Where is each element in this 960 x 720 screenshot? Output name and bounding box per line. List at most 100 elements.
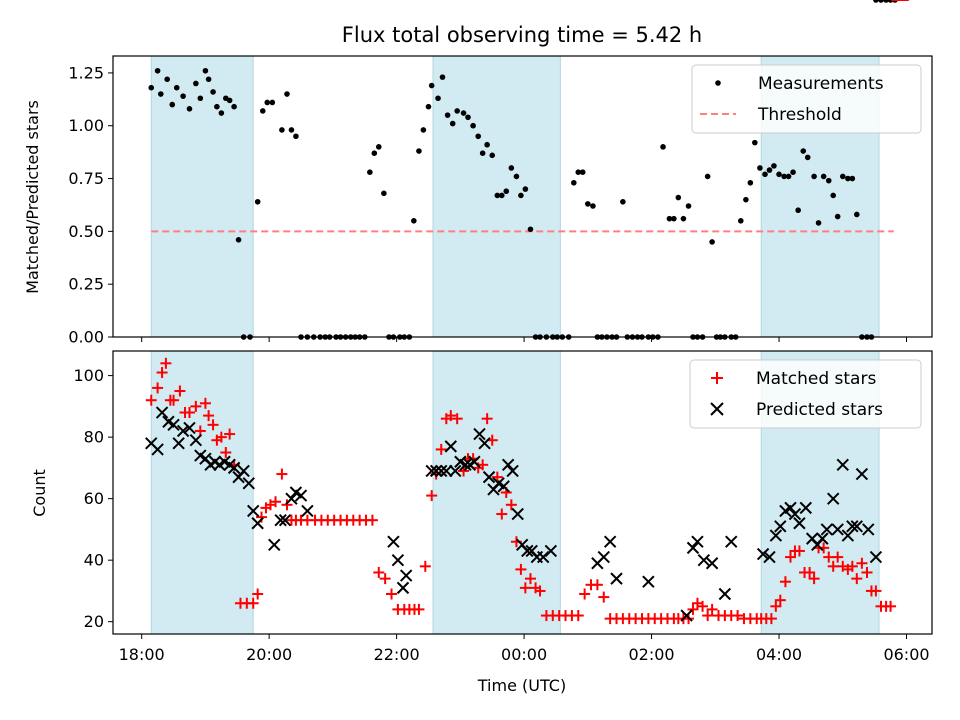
matched-star-point (156, 367, 168, 379)
matched-star-point (808, 573, 820, 585)
matched-star-point (524, 573, 536, 585)
measurement-point (513, 173, 520, 180)
predicted-star-point (274, 513, 287, 527)
predicted-star-point (399, 569, 413, 582)
predicted-star-point (468, 455, 481, 468)
xtick-label: 06:00 (883, 645, 929, 664)
measurement-point (367, 169, 373, 176)
measurement-point (259, 108, 266, 114)
predicted-star-point (285, 492, 298, 505)
measurement-point (747, 179, 754, 186)
predicted-star-point (836, 458, 849, 472)
predicted-star-point (855, 467, 869, 481)
measurement-point (585, 201, 591, 207)
predicted-star-point (167, 418, 180, 432)
count-ytick-label: 20 (84, 612, 104, 631)
matched-star-point (366, 514, 378, 526)
matched-star-point (419, 560, 431, 572)
measurement-point (197, 95, 204, 102)
predicted-star-point (478, 437, 491, 450)
measurement-point (444, 112, 451, 118)
measurement-point (284, 91, 290, 97)
measurement-point (381, 190, 387, 197)
measurement-point (839, 173, 846, 180)
predicted-star-point (686, 541, 700, 555)
measurement-point (288, 127, 295, 133)
predicted-star-point (268, 538, 281, 552)
measurement-point (164, 76, 170, 83)
matched-star-point (247, 597, 259, 609)
matched-star-point (276, 468, 288, 480)
predicted-star-point (429, 464, 443, 478)
measurement-point (411, 217, 417, 224)
matched-star-point (851, 573, 863, 585)
measurement-point (685, 203, 692, 209)
predicted-star-point (155, 406, 169, 419)
predicted-star-point (597, 550, 610, 564)
matched-star-point (152, 382, 164, 394)
measurement-point (489, 152, 496, 159)
predicted-star-point (769, 529, 783, 542)
predicted-star-point (387, 535, 400, 548)
matched-star-point (203, 410, 215, 422)
matched-star-point (451, 413, 463, 425)
measurement-point (420, 127, 427, 133)
count-legend: Matched stars Predicted stars (689, 359, 922, 429)
measurement-point (666, 215, 673, 222)
measurement-point (503, 188, 510, 195)
measurement-point (518, 192, 524, 199)
ratio-legend-box (691, 64, 922, 134)
measurement-point (845, 175, 851, 182)
predicted-star-point (482, 470, 496, 484)
predicted-star-point (537, 550, 550, 564)
predicted-star-point (793, 517, 806, 530)
measurement-point (210, 89, 216, 95)
matched-star-point (215, 431, 227, 443)
predicted-star-point (725, 535, 738, 548)
measurement-point (158, 91, 164, 97)
legend-threshold-label: Threshold (757, 105, 842, 125)
matched-star-point (174, 385, 186, 397)
matched-star-point (591, 579, 603, 591)
matched-star-point (534, 585, 546, 597)
measurement-point (460, 110, 467, 116)
measurement-point (470, 122, 476, 129)
measurement-point (762, 171, 768, 178)
measurement-point (853, 211, 860, 218)
measurement-point (202, 67, 209, 74)
measurement-point (169, 101, 176, 108)
measurement-point (830, 192, 837, 199)
measurement-point (825, 177, 832, 184)
count-ytick-label: 100 (73, 366, 104, 385)
predicted-star-point (227, 461, 241, 475)
measurement-point (660, 144, 666, 150)
matched-star-point (477, 459, 489, 471)
matched-star-point (598, 591, 610, 603)
matched-star-point (697, 600, 709, 612)
matched-star-point (774, 594, 786, 606)
predicted-star-point (501, 458, 515, 472)
count-ytick-label: 40 (84, 551, 104, 570)
matched-star-point (804, 566, 816, 578)
matched-star-point (793, 545, 805, 557)
chart-title: Flux total observing time = 5.42 h (342, 23, 702, 47)
predicted-star-point (831, 523, 844, 536)
predicted-star-point (396, 581, 410, 595)
xtick-label: 18:00 (119, 645, 165, 664)
predicted-star-point (691, 535, 704, 548)
ratio-ytick-label: 0.00 (68, 328, 104, 347)
predicted-star-point (247, 504, 260, 518)
measurement-point (186, 106, 193, 112)
predicted-star-point (459, 458, 472, 472)
predicted-star-point (172, 437, 185, 450)
ratio-shaded-interval-1 (150, 55, 254, 338)
xtick-label: 22:00 (374, 645, 420, 664)
measurement-point (575, 169, 582, 176)
measurement-point (235, 237, 242, 243)
predicted-star-point (788, 507, 802, 521)
ratio-legend: Measurements Threshold (691, 64, 922, 134)
measurement-point (795, 207, 801, 214)
measurement-point (449, 120, 456, 127)
measurement-point (173, 84, 180, 91)
predicted-star-point (425, 464, 438, 478)
